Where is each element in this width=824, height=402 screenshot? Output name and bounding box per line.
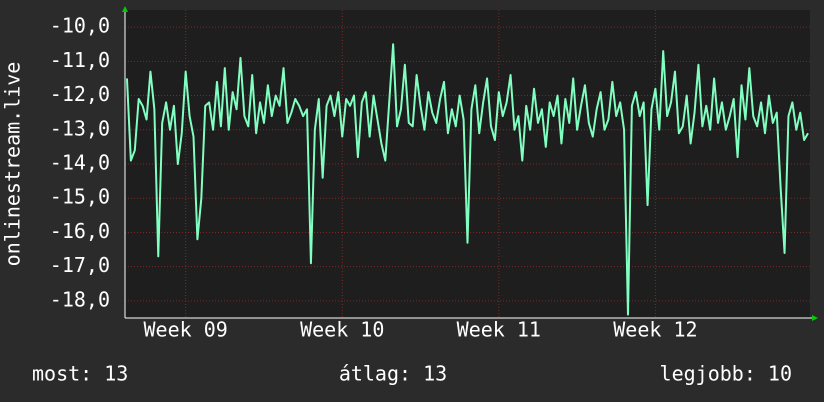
stat-best: legjobb: 10 [660,362,792,386]
y-tick-label: -10,0 [50,14,110,38]
y-tick-label: -15,0 [50,185,110,209]
x-tick-label: Week 10 [300,318,384,342]
stat-average: átlag: 13 [339,362,447,386]
x-tick-label: Week 09 [144,318,228,342]
y-tick-label: -18,0 [50,287,110,311]
x-tick-label: Week 11 [457,318,541,342]
stat-current: most: 13 [32,362,128,386]
x-arrow [812,315,818,321]
y-tick-label: -13,0 [50,116,110,140]
y-arrow [122,6,128,12]
marks [125,43,809,316]
y-tick-label: -12,0 [50,82,110,106]
y-tick-label: -16,0 [50,219,110,243]
y-axis-label: onlinestream.live [1,62,25,267]
x-tick-label: Week 12 [613,318,697,342]
y-tick-label: -11,0 [50,48,110,72]
y-tick-label: -17,0 [50,253,110,277]
y-tick-label: -14,0 [50,151,110,175]
data-line [125,43,809,316]
